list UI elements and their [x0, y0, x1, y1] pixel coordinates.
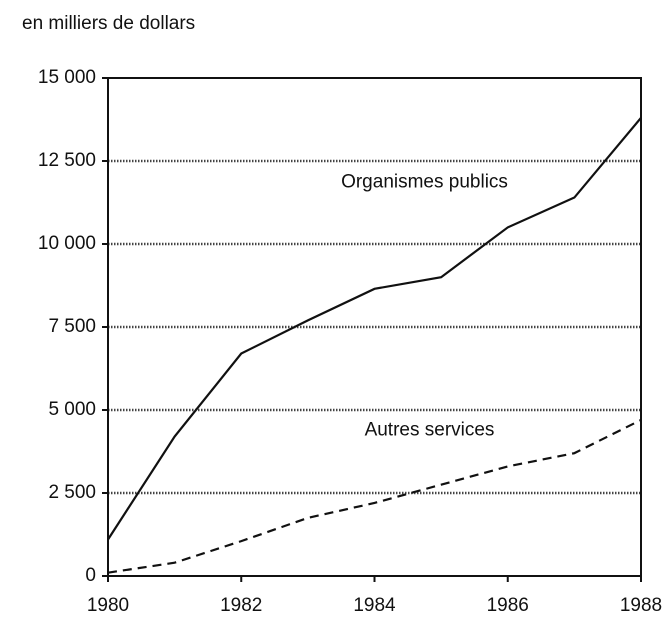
- series-line: [107, 117, 642, 541]
- x-tick-label: 1988: [620, 595, 662, 616]
- y-tick-label: 0: [85, 565, 96, 586]
- series-label: Autres services: [365, 420, 495, 441]
- y-tick-label: 12 500: [38, 150, 96, 171]
- x-tick-label: 1984: [353, 595, 396, 616]
- y-tick-label: 5 000: [48, 399, 96, 420]
- y-axis-label: en milliers de dollars: [22, 13, 195, 34]
- y-tick-label: 7 500: [48, 316, 96, 337]
- x-tick-label: 1982: [220, 595, 262, 616]
- y-tick-label: 15 000: [38, 67, 96, 88]
- x-tick-label: 1986: [487, 595, 529, 616]
- x-tick-label: 1980: [87, 595, 129, 616]
- plot-frame: [107, 77, 642, 577]
- series-line: [107, 418, 642, 574]
- y-tick-label: 2 500: [48, 482, 96, 503]
- series-label: Organismes publics: [341, 172, 508, 193]
- y-tick-label: 10 000: [38, 233, 96, 254]
